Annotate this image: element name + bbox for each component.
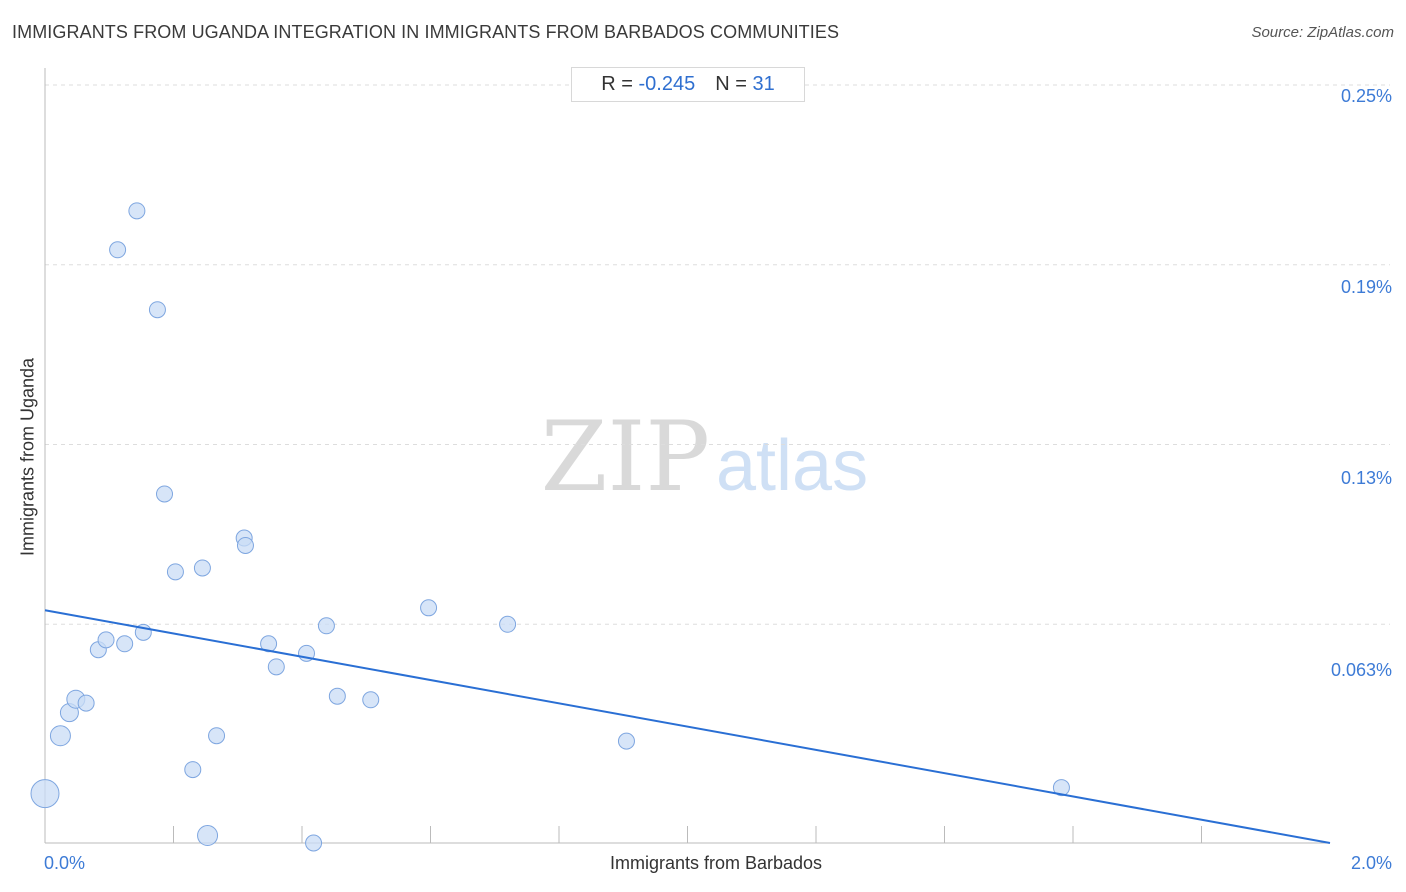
chart-title: IMMIGRANTS FROM UGANDA INTEGRATION IN IM…: [12, 22, 840, 42]
data-point-4: [77, 694, 95, 712]
trend-line: [44, 609, 1331, 844]
n-value: 31: [752, 73, 775, 95]
y-tick-label-0: 0.25%: [1340, 86, 1392, 106]
data-point-29: [617, 732, 635, 750]
data-point-30: [1052, 779, 1070, 797]
data-point-23: [305, 834, 323, 852]
n-label: N =: [715, 73, 747, 95]
r-value: -0.245: [638, 73, 696, 95]
stats-box: R = -0.245 N = 31: [571, 67, 805, 102]
data-point-19: [236, 536, 254, 554]
y-tick-label-1: 0.19%: [1340, 277, 1392, 297]
data-point-9: [128, 202, 146, 220]
data-point-17: [208, 727, 226, 745]
data-point-15: [193, 559, 211, 577]
data-point-14: [184, 761, 202, 779]
data-point-6: [97, 631, 115, 649]
data-point-12: [156, 485, 174, 503]
data-point-26: [362, 691, 380, 709]
watermark: ZIP atlas: [541, 401, 868, 513]
data-point-28: [499, 615, 517, 633]
data-point-7: [109, 241, 127, 259]
x-tick-label-0: 0.0%: [44, 853, 86, 873]
source-label: Source: ZipAtlas.com: [1251, 24, 1394, 41]
y-axis-label: Immigrants from Uganda: [17, 357, 38, 557]
data-point-16: [197, 825, 219, 847]
data-point-25: [328, 687, 346, 705]
trend-line-group: [44, 609, 1331, 844]
data-points: [30, 202, 1070, 852]
data-point-21: [267, 658, 285, 676]
x-tick-label-1: 2.0%: [1350, 853, 1392, 873]
data-point-8: [116, 635, 134, 653]
data-point-1: [49, 725, 71, 747]
axes: [44, 68, 1330, 844]
data-point-13: [166, 563, 184, 581]
data-point-27: [420, 599, 438, 617]
data-point-0: [30, 779, 60, 809]
data-point-11: [148, 301, 166, 319]
y-tick-label-3: 0.063%: [1330, 660, 1392, 680]
x-axis-label: Immigrants from Barbados: [609, 853, 823, 873]
data-point-20: [260, 635, 278, 653]
r-label: R =: [601, 73, 633, 95]
y-tick-label-2: 0.13%: [1340, 468, 1392, 488]
watermark-zip: ZIP: [541, 401, 710, 513]
watermark-atlas: atlas: [716, 426, 868, 506]
data-point-24: [317, 617, 335, 635]
